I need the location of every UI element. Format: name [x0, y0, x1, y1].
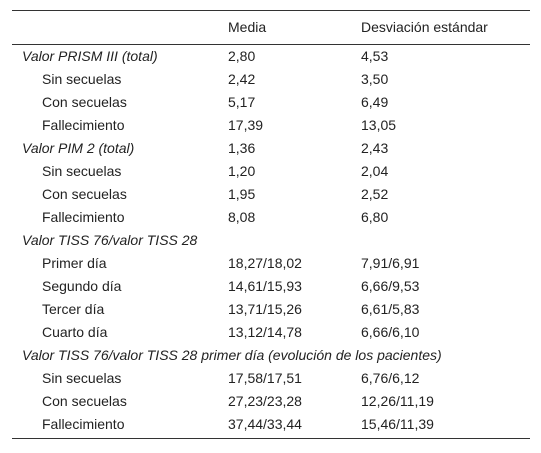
- mean-cell: 18,27/18,02: [228, 255, 302, 271]
- mean-cell: 1,95: [228, 186, 256, 202]
- row-label: Tercer día: [42, 301, 105, 317]
- row-label: Segundo día: [42, 278, 122, 294]
- mean-cell: 13,12/14,78: [228, 324, 302, 340]
- sd-cell: 7,91/6,91: [361, 255, 420, 271]
- row-label: Primer día: [42, 255, 107, 271]
- row-label: Con secuelas: [42, 393, 127, 409]
- group-label: Valor PRISM III (total): [22, 48, 158, 64]
- sd-cell: 6,61/5,83: [361, 301, 420, 317]
- header-cell: Desviación estándar: [361, 19, 488, 35]
- sd-cell: 6,66/6,10: [361, 324, 420, 340]
- sd-cell: 6,80: [361, 209, 389, 225]
- sd-cell: 6,76/6,12: [361, 370, 420, 386]
- mean-cell: 17,58/17,51: [228, 370, 302, 386]
- row-label: Con secuelas: [42, 186, 127, 202]
- top-rule: [12, 10, 530, 11]
- group-label: Valor TISS 76/valor TISS 28: [22, 232, 198, 248]
- sd-cell: 2,04: [361, 163, 389, 179]
- row-label: Cuarto día: [42, 324, 108, 340]
- mean-cell: 14,61/15,93: [228, 278, 302, 294]
- mean-cell: 2,80: [228, 48, 256, 64]
- sd-cell: 6,49: [361, 94, 389, 110]
- sd-cell: 12,26/11,19: [361, 393, 434, 409]
- mean-cell: 5,17: [228, 94, 256, 110]
- row-label: Sin secuelas: [42, 370, 122, 386]
- sd-cell: 6,66/9,53: [361, 278, 420, 294]
- mean-cell: 37,44/33,44: [228, 416, 302, 432]
- sd-cell: 15,46/11,39: [361, 416, 434, 432]
- mean-cell: 17,39: [228, 117, 264, 133]
- row-label: Fallecimiento: [42, 117, 125, 133]
- row-label: Sin secuelas: [42, 163, 122, 179]
- sd-cell: 2,52: [361, 186, 389, 202]
- mean-cell: 1,20: [228, 163, 256, 179]
- mean-cell: 8,08: [228, 209, 256, 225]
- row-label: Con secuelas: [42, 94, 127, 110]
- bottom-rule: [12, 438, 530, 439]
- row-label: Sin secuelas: [42, 71, 122, 87]
- sd-cell: 3,50: [361, 71, 389, 87]
- group-label: Valor TISS 76/valor TISS 28 primer día (…: [22, 347, 442, 363]
- sd-cell: 2,43: [361, 140, 389, 156]
- row-label: Fallecimiento: [42, 209, 125, 225]
- mean-cell: 1,36: [228, 140, 256, 156]
- row-label: Fallecimiento: [42, 416, 125, 432]
- header-rule: [12, 44, 530, 45]
- mean-cell: 13,71/15,26: [228, 301, 302, 317]
- sd-cell: 4,53: [361, 48, 389, 64]
- group-label: Valor PIM 2 (total): [22, 140, 135, 156]
- sd-cell: 13,05: [361, 117, 397, 133]
- header-cell: Media: [228, 19, 267, 35]
- mean-cell: 2,42: [228, 71, 256, 87]
- mean-cell: 27,23/23,28: [228, 393, 302, 409]
